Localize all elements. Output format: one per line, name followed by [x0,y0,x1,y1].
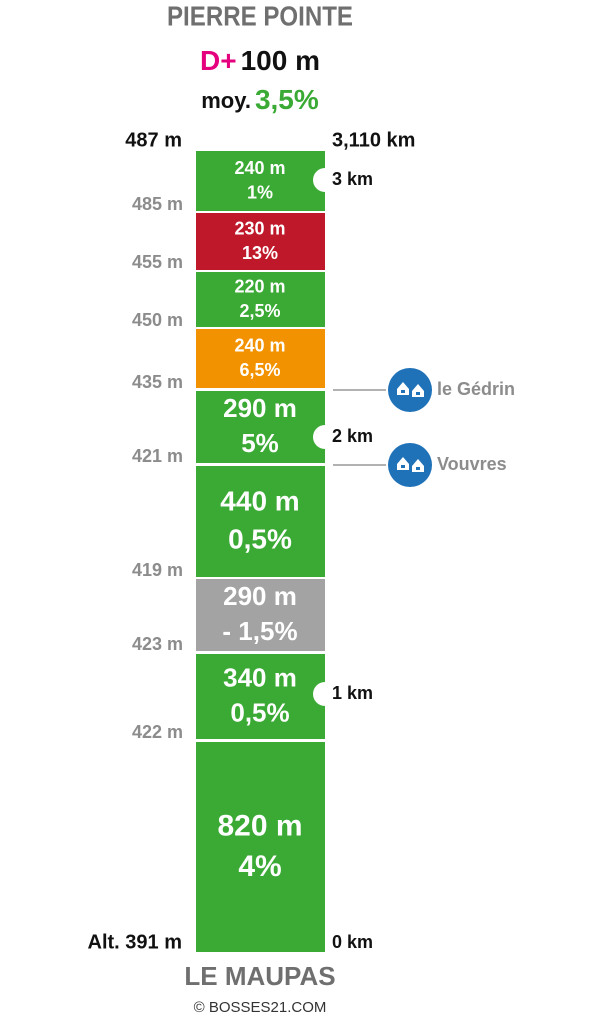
segment [196,391,325,463]
km-marker: 2 km [332,426,373,446]
average: moy. 3,5% [201,84,319,115]
altitude-label: 455 m [132,252,183,272]
segment-grade: 0,5% [228,523,292,554]
segment-grade: 13% [242,243,278,263]
house [397,382,409,395]
segment-grade: 0,5% [230,698,289,728]
segment-length: 220 m [234,277,285,297]
segment [196,151,325,211]
segment-length: 340 m [223,662,297,692]
segment-length: 240 m [234,158,285,178]
segment [196,466,325,577]
place-name: Vouvres [437,454,507,474]
gain-value: 100 m [241,45,320,76]
km-marker: 3 km [332,169,373,189]
segment-grade: 5% [241,428,279,458]
segment-grade: 6,5% [239,360,280,380]
segment-length: 230 m [234,219,285,239]
km-marker: 1 km [332,683,373,703]
segment-grade: 4% [238,850,281,883]
altitude-label: 435 m [132,372,183,392]
segment-grade: - 1,5% [222,616,297,646]
house [397,457,409,470]
gain-label: D+ [200,45,237,76]
credit: © BOSSES21.COM [194,999,327,1016]
altitude-label: 485 m [132,194,183,214]
altitude-label: 421 m [132,446,183,466]
window [401,465,405,468]
houses [397,457,424,472]
segment [196,654,325,739]
altitude-label: 450 m [132,310,183,330]
top-distance: 3,110 km [332,129,415,151]
bottom-altitude: Alt. 391 m [88,931,182,953]
bottom-name: LE MAUPAS [184,961,335,991]
segment [196,213,325,270]
house [412,459,424,472]
km-notch [313,425,337,449]
gain: D+ 100 m [200,45,320,76]
houses [397,382,424,397]
segment-length: 820 m [217,809,302,842]
house [412,384,424,397]
title: PIERRE POINTE [167,0,353,31]
segment-length: 290 m [223,393,297,423]
segment-length: 240 m [234,336,285,356]
segment-length: 440 m [220,486,299,517]
place-name: le Gédrin [437,379,515,399]
segment [196,329,325,388]
window [401,390,405,393]
km-notch [313,682,337,706]
window [416,392,420,395]
avg-value: 3,5% [255,84,319,115]
segment-grade: 1% [247,182,273,202]
window [416,467,420,470]
segment-length: 290 m [223,581,297,611]
segment [196,742,325,952]
segment-grade: 2,5% [239,301,280,321]
top-altitude: 487 m [125,129,182,151]
bottom-distance: 0 km [332,932,373,952]
altitude-label: 422 m [132,722,183,742]
altitude-label: 419 m [132,560,183,580]
segment [196,579,325,651]
place-icon [388,443,432,487]
altitude-label: 423 m [132,634,183,654]
km-notch [313,168,337,192]
avg-label: moy. [201,88,251,113]
place-icon [388,368,432,412]
segment [196,272,325,327]
